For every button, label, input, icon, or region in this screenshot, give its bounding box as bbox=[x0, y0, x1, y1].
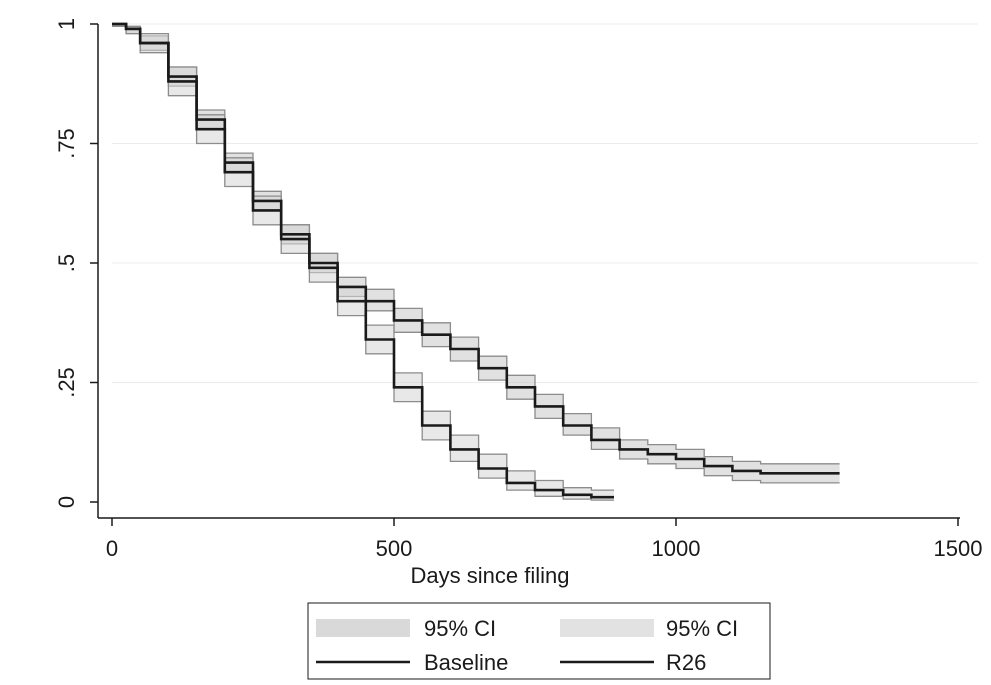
axes bbox=[97, 24, 960, 519]
y-tick-label-0: 0 bbox=[54, 496, 79, 508]
legend-swatch-ci-r26 bbox=[560, 619, 654, 637]
y-tick-label-4: 1 bbox=[54, 18, 79, 30]
legend: 95% CI 95% CI Baseline R26 bbox=[307, 602, 771, 680]
legend-swatch-ci-baseline bbox=[316, 619, 410, 637]
y-tick-label-3: .75 bbox=[54, 128, 79, 159]
x-tick-label-2: 1000 bbox=[652, 536, 701, 561]
ci-lower-r26 bbox=[112, 25, 614, 501]
x-axis-ticks: 0 500 1000 1500 bbox=[106, 518, 983, 561]
y-tick-label-2: .5 bbox=[54, 254, 79, 272]
x-axis-title: Days since filing bbox=[411, 563, 570, 588]
ci-upper-baseline bbox=[112, 23, 840, 465]
legend-label-0: 95% CI bbox=[424, 616, 496, 641]
x-tick-label-3: 1500 bbox=[934, 536, 983, 561]
y-axis-ticks: 0 .25 .5 .75 1 bbox=[54, 18, 98, 508]
legend-label-3: R26 bbox=[666, 650, 706, 675]
legend-label-1: 95% CI bbox=[666, 616, 738, 641]
y-gridlines bbox=[112, 23, 978, 383]
series-line-baseline bbox=[112, 22, 840, 475]
x-tick-label-0: 0 bbox=[106, 536, 118, 561]
series-lines bbox=[112, 22, 840, 499]
y-tick-label-1: .25 bbox=[54, 367, 79, 398]
legend-label-2: Baseline bbox=[424, 650, 508, 675]
series-line-r26 bbox=[112, 22, 614, 499]
legend-box bbox=[307, 602, 771, 680]
x-tick-label-1: 500 bbox=[376, 536, 413, 561]
